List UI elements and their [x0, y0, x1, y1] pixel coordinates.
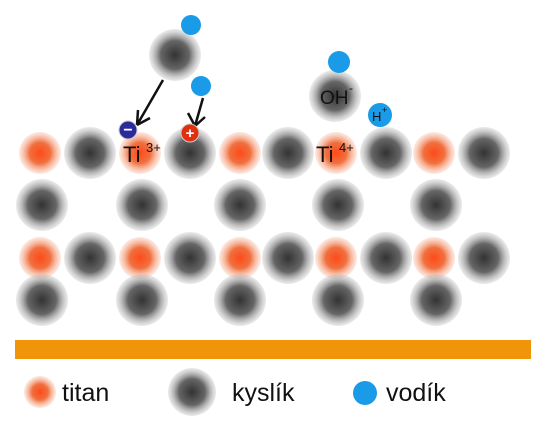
- oxygen-atom: [458, 127, 510, 179]
- hydroxide-hydrogen: [328, 51, 350, 73]
- ti4-charge: 4+: [339, 140, 354, 155]
- oxygen-atom: [262, 127, 314, 179]
- titanium-atom: [413, 132, 455, 174]
- oxygen-atom: [64, 127, 116, 179]
- legend-swatch: [24, 376, 56, 408]
- electron: [118, 120, 138, 140]
- ti3-symbol: Ti: [123, 142, 141, 167]
- titanium-atom: [19, 132, 61, 174]
- legend-label: vodík: [386, 379, 446, 407]
- water-oxygen: [149, 29, 201, 81]
- hydroxide-oxygen: [309, 70, 361, 122]
- oxygen-atom: [360, 127, 412, 179]
- oxygen-atom: [214, 179, 266, 231]
- oxygen-atom: [214, 274, 266, 326]
- oh-symbol: OH: [320, 88, 349, 109]
- water-hydrogen: [181, 15, 201, 35]
- ti4-symbol: Ti: [316, 142, 334, 167]
- oxygen-atom: [312, 274, 364, 326]
- oxygen-atom: [312, 179, 364, 231]
- oxygen-atom: [164, 127, 216, 179]
- titanium-atom: [315, 132, 357, 174]
- titanium-atom: [219, 237, 261, 279]
- oxygen-atom: [458, 232, 510, 284]
- h-charge: +: [382, 105, 387, 115]
- hydrogen: [191, 76, 211, 96]
- titanium-atom: [119, 132, 161, 174]
- hole-sign: +: [186, 125, 195, 142]
- legend-label: kyslík: [232, 379, 295, 407]
- oh-charge: -: [349, 81, 353, 95]
- oxygen-atom: [164, 232, 216, 284]
- lattice: [16, 127, 510, 326]
- legend-label: titan: [62, 379, 109, 407]
- oxygen-atom: [16, 274, 68, 326]
- electron-sign: −: [123, 122, 132, 139]
- substrate: [15, 340, 531, 359]
- oxygen-atom: [262, 232, 314, 284]
- oxygen-atom: [410, 179, 462, 231]
- oxygen-atom: [116, 274, 168, 326]
- arrows: [135, 79, 206, 127]
- oxygen-atom: [360, 232, 412, 284]
- proton: [368, 103, 392, 127]
- oxygen-atom: [64, 232, 116, 284]
- ti3-charge: 3+: [146, 140, 161, 155]
- oxygen-atom: [16, 179, 68, 231]
- titanium-atom: [413, 237, 455, 279]
- titanium-atom: [315, 237, 357, 279]
- titanium-atom: [119, 237, 161, 279]
- titanium-atom: [19, 237, 61, 279]
- legend-swatch: [168, 368, 216, 416]
- oxygen-atom: [116, 179, 168, 231]
- hole: [180, 123, 200, 143]
- legend-swatch: [353, 381, 377, 405]
- oxygen-atom: [410, 274, 462, 326]
- h-symbol: H: [372, 109, 381, 124]
- titanium-atom: [219, 132, 261, 174]
